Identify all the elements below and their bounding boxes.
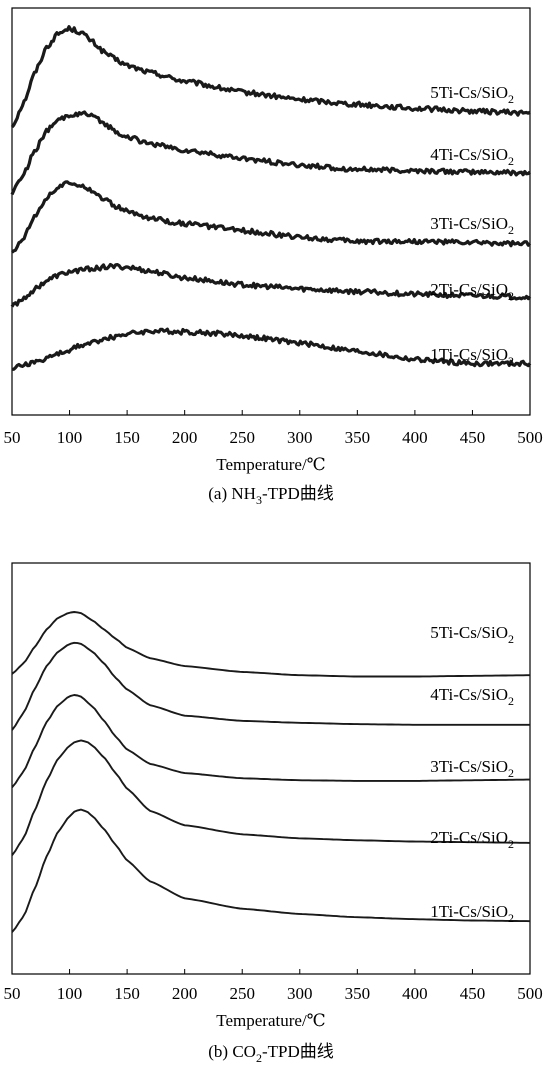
panel-caption: (a) NH3-TPD曲线 [208,484,333,507]
series-line-3ti [10,180,532,254]
x-tick-label: 250 [229,428,255,447]
series-line-1ti [11,808,531,933]
series-label-2ti: 2Ti-Cs/SiO2 [430,828,514,851]
series-label-4ti: 4Ti-Cs/SiO2 [430,685,514,708]
series-label-2ti: 2Ti-Cs/SiO2 [430,280,514,303]
x-tick-label: 450 [460,428,486,447]
series-label-1ti: 1Ti-Cs/SiO2 [430,345,514,368]
series-line-2ti [10,262,532,308]
x-tick-label: 350 [345,428,371,447]
x-tick-label: 250 [229,984,255,1003]
chart-panel-a: 50 100 150 200 250 300 350 400 450 500 Temperature… [4,7,543,507]
plot-frame [11,7,531,416]
x-tick-label: 200 [172,984,198,1003]
x-tick-label: 300 [287,984,313,1003]
x-tick-label: 500 [517,984,543,1003]
series-line-1ti [12,327,532,371]
chart-panel-b: 50 100 150 200 250 300 350 400 450 500 Temperature… [4,562,543,1065]
x-tick-label: 400 [402,984,428,1003]
series-label-4ti: 4Ti-Cs/SiO2 [430,145,514,168]
series-label-3ti: 3Ti-Cs/SiO2 [430,757,514,780]
series-line-3ti [11,694,530,789]
x-axis-label: Temperature/℃ [216,1011,325,1030]
series-line-2ti [11,739,531,856]
plot-frame [11,562,531,975]
series-line-5ti [10,25,531,129]
x-tick-label: 100 [57,428,83,447]
x-tick-label: 300 [287,428,313,447]
x-tick-label: 400 [402,428,428,447]
panel-caption: (b) CO2-TPD曲线 [208,1042,333,1065]
series-label-1ti: 1Ti-Cs/SiO2 [430,902,514,925]
x-tick-label: 200 [172,428,198,447]
x-tick-label: 450 [460,984,486,1003]
series-label-3ti: 3Ti-Cs/SiO2 [430,214,514,237]
x-tick-label: 150 [114,984,140,1003]
x-axis-label: Temperature/℃ [216,455,325,474]
series-line-5ti [11,611,530,678]
series-line-4ti [10,110,532,196]
x-tick-label: 50 [4,428,21,447]
x-tick-label: 100 [57,984,83,1003]
x-tick-label: 500 [517,428,543,447]
x-tick-label: 50 [4,984,21,1003]
x-tick-label: 150 [114,428,140,447]
series-label-5ti: 5Ti-Cs/SiO2 [430,83,514,106]
x-tick-label: 350 [345,984,371,1003]
series-line-4ti [11,641,530,731]
series-label-5ti: 5Ti-Cs/SiO2 [430,623,514,646]
